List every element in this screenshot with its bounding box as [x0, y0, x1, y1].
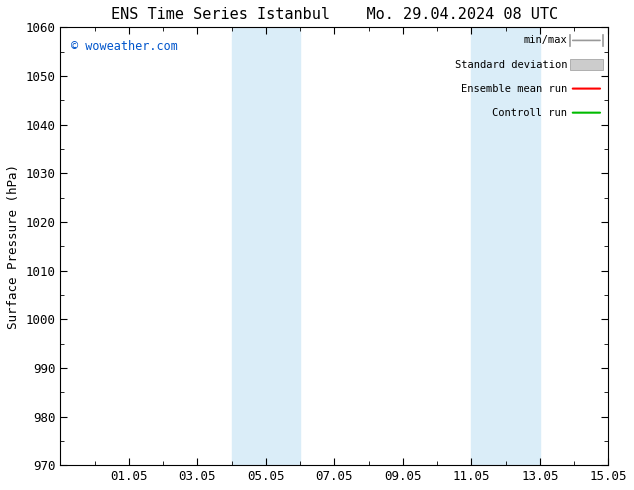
Text: Ensemble mean run: Ensemble mean run — [461, 84, 567, 94]
Bar — [231, 27, 300, 465]
Y-axis label: Surface Pressure (hPa): Surface Pressure (hPa) — [7, 164, 20, 329]
Text: Controll run: Controll run — [492, 108, 567, 118]
Text: min/max: min/max — [524, 35, 567, 46]
Text: © woweather.com: © woweather.com — [71, 40, 178, 53]
Text: Standard deviation: Standard deviation — [455, 59, 567, 70]
FancyBboxPatch shape — [570, 59, 603, 70]
Bar — [471, 27, 540, 465]
Title: ENS Time Series Istanbul    Mo. 29.04.2024 08 UTC: ENS Time Series Istanbul Mo. 29.04.2024 … — [111, 7, 558, 22]
